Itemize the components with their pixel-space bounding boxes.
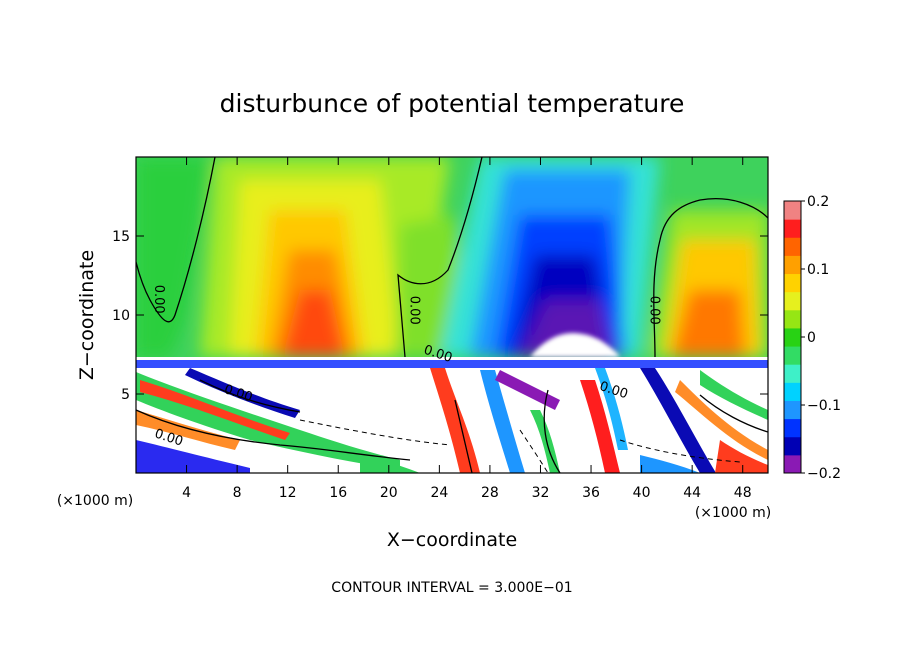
x-axis-unit-left: (×1000 m) [57, 493, 133, 509]
chart-title: disturbunce of potential temperature [220, 89, 685, 118]
x-tick-label: 16 [329, 485, 347, 501]
colorbar-swatch [784, 201, 801, 220]
colorbar-swatch [784, 273, 801, 293]
colorbar-tick-label: 0.2 [807, 194, 829, 210]
colorbar-tick-label: 0 [807, 330, 816, 346]
colorbar-swatch [784, 346, 801, 365]
contour-label: 0.00 [151, 285, 166, 314]
x-axis-unit-right: (×1000 m) [695, 505, 771, 521]
x-tick-label: 20 [380, 485, 398, 501]
negative-contours [299, 419, 741, 473]
plot-area: 0.00 0.00 0.000.000.000.000.00 [136, 157, 768, 473]
upper-field [136, 157, 768, 357]
y-axis-label: Z−coordinate [76, 250, 98, 380]
contour-labels: 0.00 0.00 0.000.000.000.000.00 [151, 285, 661, 450]
x-tick-label: 44 [683, 485, 701, 501]
colorbar-swatch [784, 454, 801, 474]
colorbar-swatch [784, 327, 801, 347]
x-tick-label: 12 [279, 485, 297, 501]
colorbar-swatch [784, 436, 801, 456]
colorbar-swatch [784, 418, 801, 438]
colorbar-swatch [784, 382, 801, 401]
x-tick-label: 8 [233, 485, 242, 501]
y-tick-label: 15 [112, 229, 130, 245]
colorbar-tick-label: 0.1 [807, 262, 829, 278]
purple-dome [530, 332, 620, 357]
colorbar-tick-label: −0.2 [807, 466, 841, 482]
x-axis-label: X−coordinate [387, 529, 517, 551]
contour-label: 0.00 [406, 296, 421, 325]
x-tick-label: 4 [182, 485, 191, 501]
x-tick-label: 28 [481, 485, 499, 501]
colorbar: 0.2 0.1 0 −0.1 −0.2 [783, 194, 841, 482]
x-tick-label: 48 [734, 485, 752, 501]
colorbar-swatch [784, 255, 801, 275]
colorbar-swatch [784, 364, 801, 383]
colorbar-swatch [784, 237, 801, 256]
colorbar-swatch [784, 400, 801, 420]
x-axis-ticks: 4 8 12 16 20 24 28 32 36 40 44 48 [182, 157, 752, 501]
x-tick-label: 40 [633, 485, 651, 501]
x-tick-label: 24 [430, 485, 448, 501]
x-tick-label: 36 [582, 485, 600, 501]
contour-lines [136, 157, 768, 473]
contour-label: 0.00 [646, 296, 661, 325]
x-tick-label: 32 [532, 485, 550, 501]
y-axis-ticks: 5 10 15 [112, 229, 768, 403]
lower-field [136, 357, 768, 473]
colorbar-tick-label: −0.1 [807, 398, 841, 414]
y-tick-label: 5 [121, 387, 130, 403]
colorbar-swatch [784, 219, 801, 238]
colorbar-swatch [784, 291, 801, 311]
colorbar-swatch [784, 309, 801, 329]
y-tick-label: 10 [112, 308, 130, 324]
contour-interval-note: CONTOUR INTERVAL = 3.000E−01 [331, 580, 572, 596]
